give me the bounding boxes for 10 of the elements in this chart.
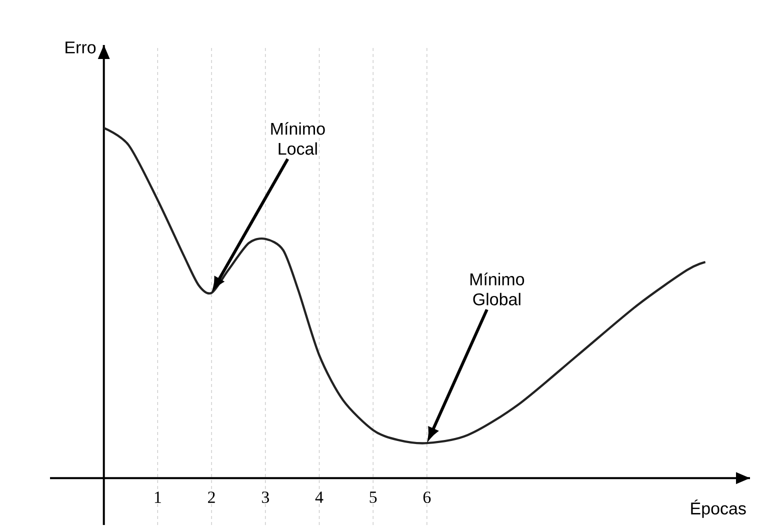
x-tick-label: 2 [208,492,215,503]
annotation: Mínimo Local [271,122,325,155]
x-tick-label: 1 [154,492,161,503]
x-axis-title: Épocas [691,500,746,518]
x-tick-label: 3 [262,492,269,504]
x-tick-label: 6 [423,492,431,504]
x-tick-label: 4 [315,492,324,503]
annotation: Mínimo Global [470,272,524,306]
y-axis-title: Erro [66,42,96,54]
x-tick-label: 5 [370,492,377,503]
